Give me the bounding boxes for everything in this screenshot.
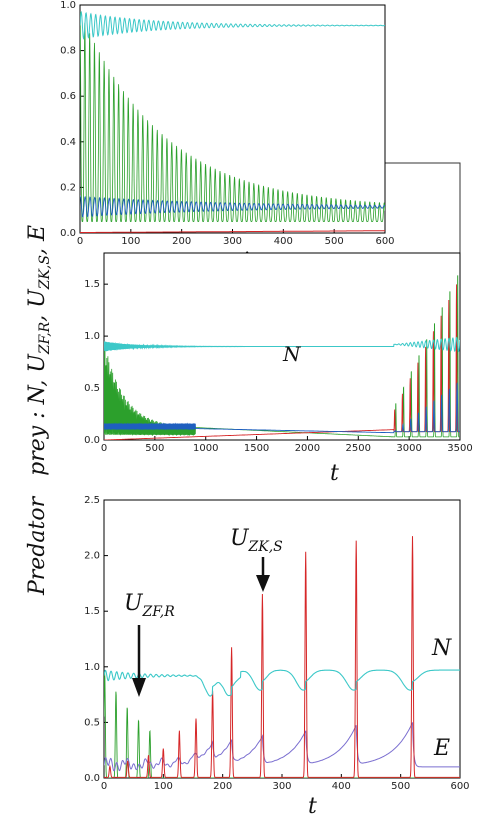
prey-ytick-label: 0.5 <box>84 383 100 394</box>
prey-xtick-label: 0 <box>101 443 107 454</box>
inset-ytick-label: 0.8 <box>60 46 76 57</box>
predator-ytick-label: 0.5 <box>84 717 100 728</box>
prey-annotation-n: N <box>282 342 302 366</box>
predator-annotation-e: E <box>433 736 450 761</box>
predator-xtick-label: 300 <box>272 781 291 792</box>
inset-series-green <box>80 11 385 222</box>
predator-xlabel: t <box>308 794 317 819</box>
prey-xlabel: t <box>330 461 339 486</box>
svg-text:UZK,S: UZK,S <box>230 526 283 555</box>
predator-chart: 0 100 200 300 400 500 600 0.0 0.5 1.0 1.5 2.0 2.5 <box>84 495 469 792</box>
predator-series-n <box>104 669 460 697</box>
inset-series-n <box>80 11 385 40</box>
svg-text:UZF,R: UZF,R <box>124 591 175 620</box>
predator-xtick-label: 100 <box>154 781 173 792</box>
ylabel-sub-zfr: ZF,R <box>37 321 53 355</box>
prey-xtick-label: 2000 <box>295 443 320 454</box>
prey-chart: 0 500 1000 1500 2000 2500 3000 3500 0.0 0.5 1.0 1.5 <box>84 252 473 454</box>
predator-ytick-label: 1.5 <box>84 606 100 617</box>
annotation-uzfr: UZF,R <box>124 591 175 697</box>
prey-xtick-label: 1500 <box>244 443 269 454</box>
inset-xtick-label: 400 <box>274 236 293 247</box>
predator-ytick-label: 2.0 <box>84 551 100 562</box>
predator-xtick-label: 200 <box>213 781 232 792</box>
inset-xtick-label: 0 <box>77 236 83 247</box>
predator-frame <box>103 499 461 779</box>
inset-xtick-label: 600 <box>375 236 394 247</box>
inset-ytick-label: 0.6 <box>60 91 76 102</box>
predator-annotation-n: N <box>431 636 452 661</box>
predator-series-red <box>104 536 460 778</box>
inset-series-blue <box>80 195 385 218</box>
prey-xtick-label: 3000 <box>396 443 421 454</box>
inset-series-red <box>80 230 385 233</box>
inset-chart: 0 100 200 300 400 500 600 0.0 0.2 0.4 0.6 0.8 1.0 <box>60 0 394 247</box>
prey-ytick-label: 0.0 <box>84 435 100 446</box>
prey-series-green <box>104 275 460 438</box>
inset-xtick-label: 500 <box>325 236 344 247</box>
ylabel-predator: Predator <box>25 495 50 596</box>
inset-ytick-label: 0.0 <box>60 228 76 239</box>
ylabel-tail: , E <box>25 225 50 255</box>
inset-xtick-label: 300 <box>223 236 242 247</box>
inset-ytick-label: 0.4 <box>60 137 76 148</box>
prey-series-blue <box>104 382 460 434</box>
y-axis-label: Predator prey : N, UZF,R, UZK,S, E <box>25 225 53 596</box>
prey-series-n <box>104 336 460 353</box>
predator-ytick-label: 0.0 <box>84 773 100 784</box>
predator-xtick-label: 500 <box>391 781 410 792</box>
inset-xtick-label: 200 <box>172 236 191 247</box>
annotation-uzks: UZK,S <box>230 526 283 592</box>
svg-text:Predator prey : N, UZF,R: Predator prey : N, UZF,R, UZK,S, E <box>25 225 53 596</box>
prey-xtick-label: 1000 <box>193 443 218 454</box>
predator-series-e <box>104 722 460 772</box>
ylabel-prey: prey : N, U <box>25 353 50 476</box>
inset-ytick-label: 1.0 <box>60 0 76 11</box>
predator-ytick-label: 2.5 <box>84 495 100 506</box>
prey-ytick-label: 1.5 <box>84 279 100 290</box>
inset-ytick-label: 0.2 <box>60 182 76 193</box>
prey-ytick-label: 1.0 <box>84 331 100 342</box>
predator-xtick-label: 400 <box>332 781 351 792</box>
prey-xtick-label: 3500 <box>447 443 472 454</box>
predator-ytick-label: 1.0 <box>84 662 100 673</box>
inset-xtick-label: 100 <box>121 236 140 247</box>
predator-xtick-label: 600 <box>450 781 469 792</box>
ylabel-sub-zks: ZK,S <box>37 255 53 290</box>
predator-xtick-label: 0 <box>101 781 107 792</box>
prey-xtick-label: 500 <box>145 443 164 454</box>
prey-xtick-label: 2500 <box>346 443 371 454</box>
inset-frame <box>79 4 386 234</box>
